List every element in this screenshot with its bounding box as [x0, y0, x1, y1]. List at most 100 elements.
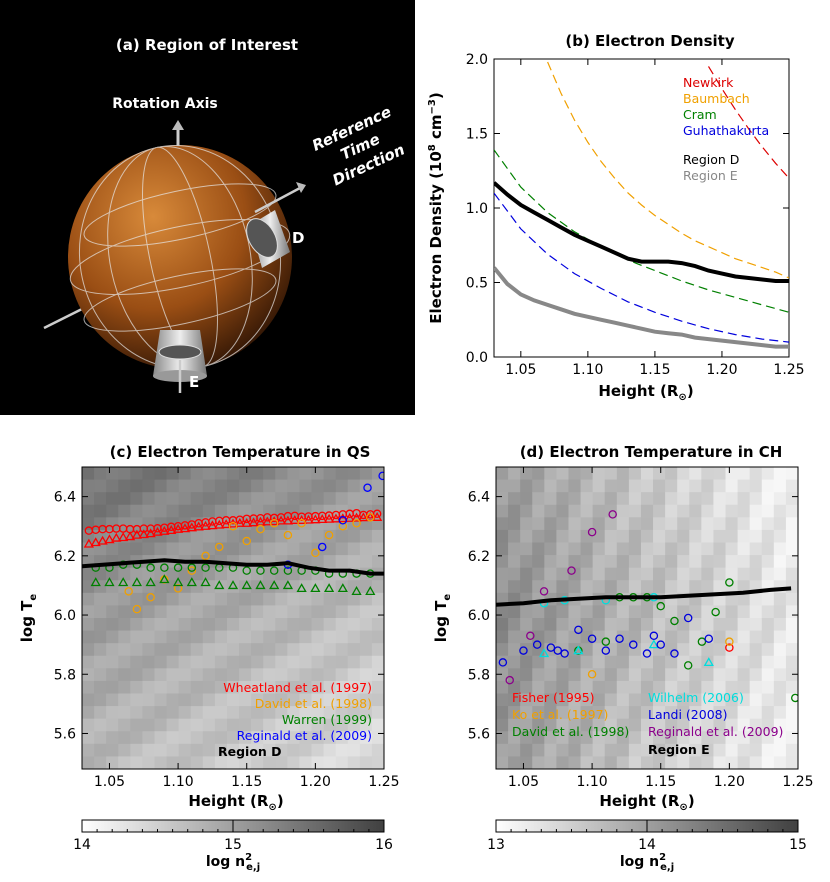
d-heat-cell	[713, 555, 727, 569]
c-heat-cell	[94, 517, 107, 531]
d-heat-cell	[713, 743, 727, 757]
d-heat-cell	[773, 467, 787, 481]
c-heat-cell	[323, 743, 337, 757]
d-heat-cell	[568, 680, 582, 694]
c-heat-cell	[359, 492, 373, 506]
d-heat-cell	[580, 655, 594, 669]
c-heat-cell	[142, 668, 155, 682]
c-heat-cell	[94, 680, 107, 694]
c-heat-cell	[263, 529, 276, 543]
c-heat-cell	[287, 504, 300, 518]
d-heat-cell	[520, 756, 533, 770]
c-heat-cell	[190, 542, 204, 556]
c-heat-cell	[118, 668, 131, 682]
d-heat-cell	[592, 680, 606, 694]
d-heat-cell	[592, 718, 606, 732]
c-heat-cell	[226, 467, 240, 481]
d-heat-cell	[665, 467, 678, 481]
d-heat-cell	[713, 580, 727, 594]
c-heat-cell	[178, 680, 192, 694]
c-heat-cell	[335, 467, 349, 481]
d-heat-cell	[556, 643, 569, 657]
c-heat-cell	[226, 592, 240, 606]
d-heat-cell	[749, 542, 763, 556]
c-heat-cell	[142, 630, 155, 644]
c-heat-cell	[239, 743, 252, 757]
c-heat-cell	[82, 680, 95, 694]
c-heat-cell	[347, 467, 361, 481]
c-cb-tick-label: 15	[224, 837, 242, 853]
c-cb-tick-label: 16	[375, 837, 393, 853]
c-heat-cell	[311, 618, 325, 632]
d-heat-cell	[616, 743, 630, 757]
panel-d-frame	[495, 466, 799, 770]
c-heat-cell	[347, 680, 361, 694]
d-heat-cell	[665, 643, 678, 657]
c-heat-cell	[239, 605, 252, 619]
c-heat-cell	[335, 655, 349, 669]
c-heat-cell	[239, 680, 252, 694]
c-heat-cell	[275, 592, 288, 606]
d-landi-2008-point	[629, 640, 638, 649]
d-heat-cell	[508, 555, 521, 569]
d-heat-cell	[532, 756, 545, 770]
d-heat-cell	[496, 605, 509, 619]
d-heat-cell	[604, 680, 618, 694]
d-heat-cell	[508, 529, 521, 543]
panel-d-ticks: 1.05 1.10 1.15 1.20 1.25 5.6 5.8 6.0 6.2 6.4	[468, 467, 814, 790]
c-heat-cell	[190, 504, 204, 518]
panel-b-ticks: 1.05 1.10 1.15 1.20 1.25 0.0 0.5 1.0 1.5 2.0	[466, 52, 805, 378]
d-heat-cell	[508, 643, 521, 657]
d-heat-cell	[677, 630, 690, 644]
d-heat-cell	[496, 693, 509, 707]
d-heat-cell	[749, 643, 763, 657]
c-heat-cell	[335, 693, 349, 707]
d-heat-cell	[616, 643, 630, 657]
d-heat-cell	[785, 529, 799, 543]
c-wheatland-et-al-1997-tri-point	[152, 526, 163, 536]
d-heat-cell	[604, 756, 618, 770]
c-heat-cell	[154, 467, 168, 481]
c-heat-cell	[118, 492, 131, 506]
c-heat-cell	[226, 542, 240, 556]
c-heat-cell	[82, 618, 95, 632]
d-landi-2008-point	[670, 649, 679, 658]
d-heat-cell	[689, 504, 702, 518]
region-e-cylinder	[153, 330, 207, 393]
c-heat-cell	[226, 756, 240, 770]
d-heat-cell	[580, 529, 594, 543]
d-heat-cell	[737, 706, 751, 720]
c-heat-cell	[82, 643, 95, 657]
c-heat-cell	[226, 718, 240, 732]
d-heat-cell	[508, 618, 521, 632]
c-heat-cell	[94, 756, 107, 770]
d-wilhelm-2006-tri-point	[538, 648, 550, 658]
d-heat-cell	[773, 492, 787, 506]
d-cb-tick-label: 15	[789, 837, 807, 853]
d-heat-cell	[785, 618, 799, 632]
d-heat-cell	[568, 555, 582, 569]
c-heat-cell	[94, 504, 107, 518]
c-heat-cell	[166, 668, 180, 682]
d-heat-cell	[653, 630, 666, 644]
d-heat-cell	[665, 743, 678, 757]
c-wheatland-et-al-1997-tri-point	[200, 520, 211, 530]
d-heat-cell	[544, 693, 557, 707]
c-heat-cell	[190, 467, 204, 481]
d-heat-cell	[665, 680, 678, 694]
d-heat-cell	[737, 605, 751, 619]
d-heat-cell	[713, 731, 727, 745]
d-heat-cell	[737, 643, 751, 657]
d-heat-cell	[604, 517, 618, 531]
d-heat-cell	[653, 479, 666, 493]
d-heat-cell	[773, 605, 787, 619]
d-wilhelm-2006-tri-point	[703, 657, 714, 667]
c-heat-cell	[94, 706, 107, 720]
c-heat-cell	[142, 756, 155, 770]
c-reginald-et-al-2009-point	[378, 471, 384, 481]
c-wheatland-et-al-1997-tri-point	[289, 514, 300, 524]
c-heat-cell	[178, 529, 192, 543]
c-heat-cell	[311, 693, 325, 707]
c-heat-cell	[94, 655, 107, 669]
d-landi-2008-point	[587, 634, 597, 643]
